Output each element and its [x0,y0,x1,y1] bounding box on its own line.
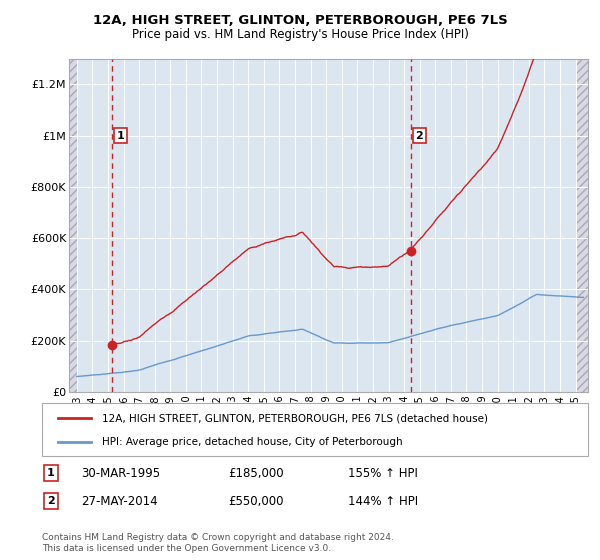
Text: £550,000: £550,000 [228,494,284,508]
Text: 12A, HIGH STREET, GLINTON, PETERBOROUGH, PE6 7LS (detached house): 12A, HIGH STREET, GLINTON, PETERBOROUGH,… [102,413,488,423]
Bar [69,59,77,392]
Text: 144% ↑ HPI: 144% ↑ HPI [348,494,418,508]
Text: 2: 2 [415,130,423,141]
Text: Price paid vs. HM Land Registry's House Price Index (HPI): Price paid vs. HM Land Registry's House … [131,28,469,41]
FancyBboxPatch shape [42,403,588,456]
Text: 30-MAR-1995: 30-MAR-1995 [81,466,160,480]
Text: £185,000: £185,000 [228,466,284,480]
Text: 27-MAY-2014: 27-MAY-2014 [81,494,158,508]
Text: Contains HM Land Registry data © Crown copyright and database right 2024.
This d: Contains HM Land Registry data © Crown c… [42,533,394,553]
Text: HPI: Average price, detached house, City of Peterborough: HPI: Average price, detached house, City… [102,436,403,446]
Text: 1: 1 [47,468,55,478]
Text: 12A, HIGH STREET, GLINTON, PETERBOROUGH, PE6 7LS: 12A, HIGH STREET, GLINTON, PETERBOROUGH,… [92,14,508,27]
Text: 1: 1 [116,130,124,141]
Text: 2: 2 [47,496,55,506]
Text: 155% ↑ HPI: 155% ↑ HPI [348,466,418,480]
Bar [575,59,588,392]
